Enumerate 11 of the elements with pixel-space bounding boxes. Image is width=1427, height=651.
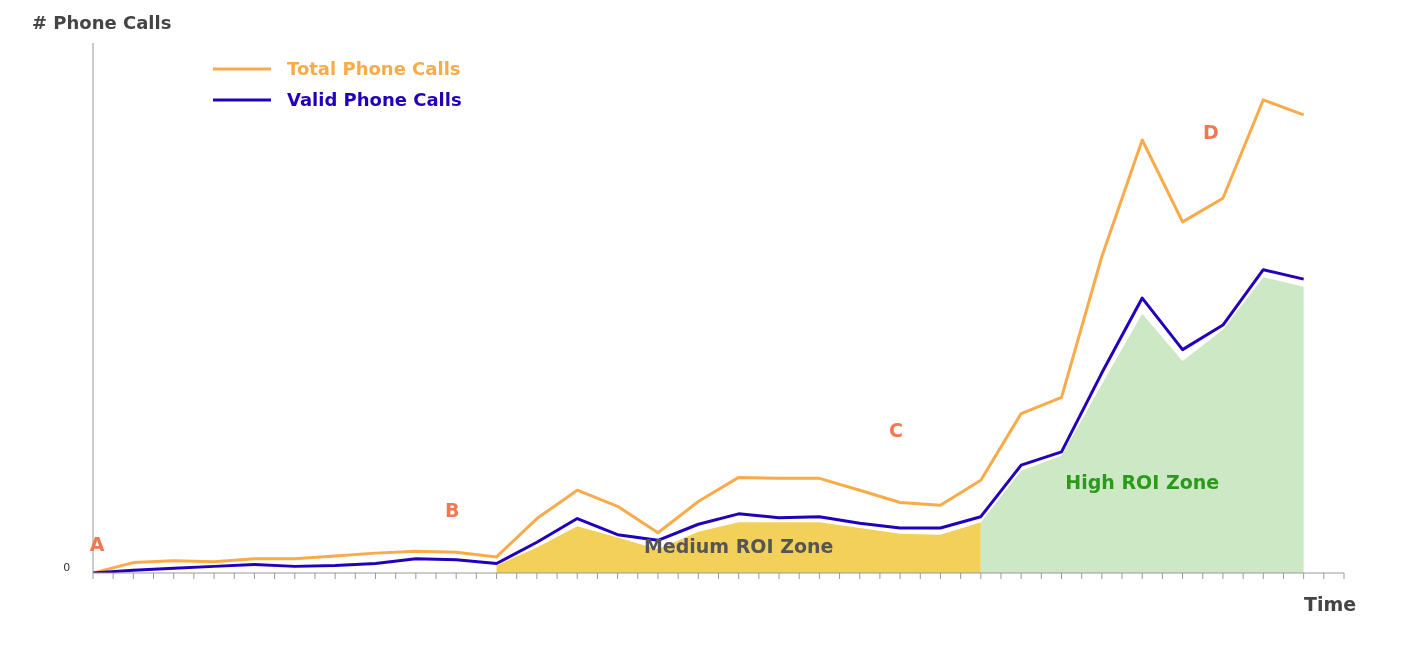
x-axis-title: Time (1304, 593, 1357, 615)
y-axis-title: # Phone Calls (32, 12, 172, 33)
annotation: D (1202, 120, 1219, 143)
series-label: High ROI Zone (1065, 471, 1220, 493)
annotation: B (444, 499, 460, 522)
annotation: C (889, 419, 904, 442)
series-label: Medium ROI Zone (643, 535, 834, 557)
legend-label: Valid Phone Calls (287, 89, 462, 110)
annotation: A (89, 532, 105, 555)
legend-label: Total Phone Calls (287, 58, 461, 79)
text: 0 (63, 561, 71, 574)
